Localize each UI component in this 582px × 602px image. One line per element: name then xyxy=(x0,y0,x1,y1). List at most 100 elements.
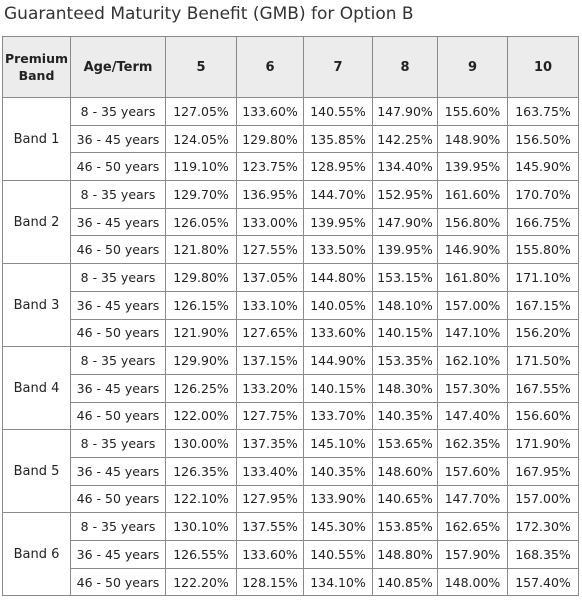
value-cell: 156.80% xyxy=(437,207,508,237)
value-cell: 162.35% xyxy=(437,429,508,458)
band-cell: Band 1 xyxy=(2,96,71,182)
value-cell: 136.95% xyxy=(236,180,304,209)
value-cell: 129.80% xyxy=(236,124,304,154)
value-cell: 148.90% xyxy=(437,124,508,154)
value-cell: 137.05% xyxy=(236,263,304,292)
value-cell: 133.20% xyxy=(236,373,304,403)
value-cell: 156.60% xyxy=(507,401,579,431)
value-cell: 133.40% xyxy=(236,456,304,486)
table-row: 46 - 50 years 122.00% 127.75% 133.70% 140.35… xyxy=(3,401,579,431)
value-cell: 140.65% xyxy=(372,484,438,514)
value-cell: 161.60% xyxy=(437,180,508,209)
value-cell: 129.90% xyxy=(165,346,237,375)
band-cell: Band 6 xyxy=(2,512,71,597)
value-cell: 171.90% xyxy=(507,429,579,458)
value-cell: 129.70% xyxy=(165,180,237,209)
value-cell: 153.85% xyxy=(372,512,438,541)
value-cell: 157.30% xyxy=(437,373,508,403)
age-cell: 36 - 45 years xyxy=(70,373,166,403)
column-header: 10 xyxy=(507,36,579,98)
age-cell: 8 - 35 years xyxy=(70,346,166,375)
age-cell: 8 - 35 years xyxy=(70,512,166,541)
table-row: 36 - 45 years 126.55% 133.60% 140.55% 148.80… xyxy=(3,540,579,569)
band-cell: Band 3 xyxy=(2,263,71,348)
value-cell: 168.35% xyxy=(507,540,579,569)
value-cell: 140.15% xyxy=(303,373,373,403)
table-row: 36 - 45 years 126.25% 133.20% 140.15% 148.30… xyxy=(3,373,579,403)
value-cell: 156.20% xyxy=(507,318,579,348)
value-cell: 127.05% xyxy=(165,97,237,126)
value-cell: 148.00% xyxy=(437,567,508,597)
value-cell: 133.10% xyxy=(236,290,304,320)
value-cell: 157.00% xyxy=(507,484,579,514)
age-cell: 36 - 45 years xyxy=(70,540,166,569)
value-cell: 130.00% xyxy=(165,429,237,458)
value-cell: 126.55% xyxy=(165,540,237,569)
column-header: Premium Band xyxy=(2,36,71,98)
table-row: 46 - 50 years 119.10% 123.75% 128.95% 134.40… xyxy=(3,152,579,182)
value-cell: 145.10% xyxy=(303,429,373,458)
column-header: 5 xyxy=(165,36,237,98)
value-cell: 122.10% xyxy=(165,484,237,514)
value-cell: 157.90% xyxy=(437,540,508,569)
value-cell: 133.90% xyxy=(303,484,373,514)
value-cell: 133.00% xyxy=(236,207,304,237)
table-row: 46 - 50 years 122.20% 128.15% 134.10% 140.85… xyxy=(3,567,579,597)
age-cell: 36 - 45 years xyxy=(70,124,166,154)
value-cell: 119.10% xyxy=(165,152,237,182)
value-cell: 133.50% xyxy=(303,235,373,265)
value-cell: 157.40% xyxy=(507,567,579,597)
value-cell: 155.80% xyxy=(507,235,579,265)
column-header: Age/Term xyxy=(70,36,166,98)
value-cell: 153.65% xyxy=(372,429,438,458)
value-cell: 146.90% xyxy=(437,235,508,265)
table-row: 46 - 50 years 121.90% 127.65% 133.60% 140.15… xyxy=(3,318,579,348)
title: Guaranteed Maturity Benefit (GMB) for Op… xyxy=(4,4,414,24)
age-cell: 8 - 35 years xyxy=(70,97,166,126)
value-cell: 152.95% xyxy=(372,180,438,209)
table-row: 36 - 45 years 126.35% 133.40% 140.35% 148.60… xyxy=(3,456,579,486)
value-cell: 157.00% xyxy=(437,290,508,320)
column-header: 7 xyxy=(303,36,373,98)
value-cell: 144.80% xyxy=(303,263,373,292)
value-cell: 155.60% xyxy=(437,97,508,126)
column-header: 6 xyxy=(236,36,304,98)
value-cell: 167.15% xyxy=(507,290,579,320)
value-cell: 163.75% xyxy=(507,97,579,126)
value-cell: 147.70% xyxy=(437,484,508,514)
value-cell: 134.10% xyxy=(303,567,373,597)
value-cell: 140.85% xyxy=(372,567,438,597)
band-cell: Band 4 xyxy=(2,346,71,431)
value-cell: 126.35% xyxy=(165,456,237,486)
value-cell: 172.30% xyxy=(507,512,579,541)
age-cell: 8 - 35 years xyxy=(70,180,166,209)
value-cell: 126.25% xyxy=(165,373,237,403)
value-cell: 145.90% xyxy=(507,152,579,182)
value-cell: 123.75% xyxy=(236,152,304,182)
value-cell: 157.60% xyxy=(437,456,508,486)
value-cell: 147.40% xyxy=(437,401,508,431)
age-cell: 46 - 50 years xyxy=(70,484,166,514)
value-cell: 147.90% xyxy=(372,97,438,126)
age-cell: 8 - 35 years xyxy=(70,263,166,292)
age-cell: 8 - 35 years xyxy=(70,429,166,458)
value-cell: 127.75% xyxy=(236,401,304,431)
value-cell: 140.35% xyxy=(303,456,373,486)
value-cell: 148.60% xyxy=(372,456,438,486)
value-cell: 135.85% xyxy=(303,124,373,154)
value-cell: 137.55% xyxy=(236,512,304,541)
value-cell: 124.05% xyxy=(165,124,237,154)
value-cell: 130.10% xyxy=(165,512,237,541)
column-header: 9 xyxy=(437,36,508,98)
value-cell: 140.55% xyxy=(303,540,373,569)
value-cell: 147.10% xyxy=(437,318,508,348)
value-cell: 148.30% xyxy=(372,373,438,403)
value-cell: 140.15% xyxy=(372,318,438,348)
value-cell: 127.55% xyxy=(236,235,304,265)
